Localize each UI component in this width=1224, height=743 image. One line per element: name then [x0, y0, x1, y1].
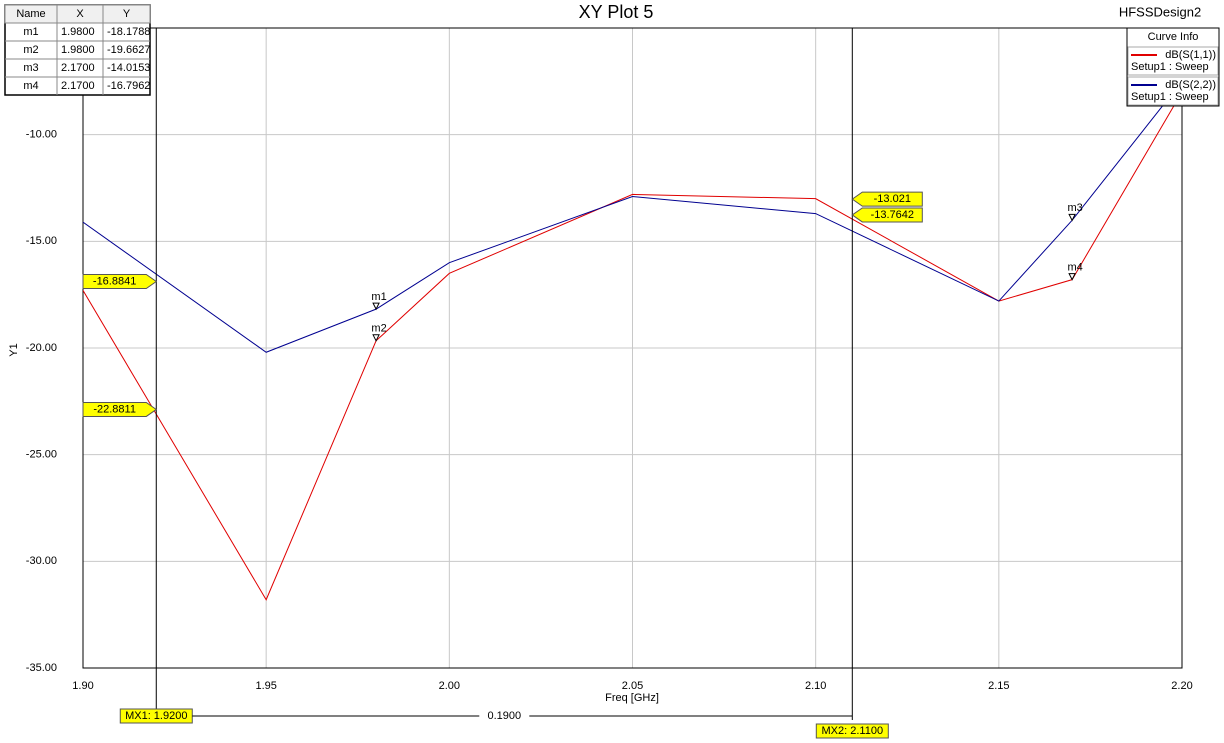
table-cell: m1 — [23, 26, 38, 38]
legend-label: dB(S(2,2)) — [1165, 79, 1216, 91]
table-cell: 1.9800 — [61, 26, 95, 38]
legend-entry — [1127, 76, 1219, 106]
chart-title: XY Plot 5 — [579, 2, 654, 22]
marker-label: m1 — [371, 291, 386, 303]
y-tick-label: -35.00 — [26, 662, 57, 674]
table-header: Y — [123, 8, 131, 20]
marker-triangle — [372, 302, 380, 311]
x-marker-label: MX1: 1.9200 — [125, 710, 187, 722]
x-tick-label: 2.20 — [1171, 680, 1192, 692]
y-value-tag — [851, 207, 923, 223]
y-value-tag — [851, 191, 923, 207]
x-tick-label: 2.05 — [622, 680, 643, 692]
series-line — [83, 81, 1182, 353]
y-value-label: -13.7642 — [871, 209, 914, 221]
delta-label: 0.1900 — [487, 710, 521, 722]
table-header: X — [76, 8, 84, 20]
series-line — [83, 91, 1182, 601]
marker-triangle — [372, 334, 380, 342]
x-tick-label: 2.00 — [439, 680, 460, 692]
y-value-label: -16.8841 — [93, 275, 136, 287]
y-tick-label: -25.00 — [26, 449, 57, 461]
y-value-label: -22.8811 — [93, 403, 136, 415]
marker-triangle — [1068, 213, 1076, 222]
x-tick-label: 2.15 — [988, 680, 1009, 692]
table-cell: 1.9800 — [61, 44, 95, 56]
table-header: Name — [16, 8, 45, 20]
y-tick-label: -10.00 — [26, 129, 57, 141]
x-tick-label: 2.10 — [805, 680, 826, 692]
table-cell: m2 — [23, 44, 38, 56]
table-cell: -19.6627 — [107, 44, 150, 56]
marker-triangle — [1068, 273, 1076, 281]
table-cell: m4 — [23, 80, 38, 92]
plot-frame — [82, 27, 1183, 669]
x-marker-tag — [815, 723, 889, 739]
legend-label: dB(S(1,1)) — [1165, 49, 1216, 61]
x-marker-label: MX2: 2.1100 — [822, 725, 884, 737]
marker-label: m4 — [1067, 262, 1082, 274]
design-name: HFSSDesign2 — [1119, 4, 1201, 19]
y-value-tag — [82, 401, 158, 417]
table-cell: -18.1788 — [107, 26, 150, 38]
x-tick-label: 1.90 — [72, 680, 93, 692]
legend-setup: Setup1 : Sweep — [1131, 91, 1209, 103]
y-tick-label: -20.00 — [26, 342, 57, 354]
delta-bg — [479, 709, 530, 723]
table-cell: 2.1700 — [61, 80, 95, 92]
legend-setup: Setup1 : Sweep — [1131, 61, 1209, 73]
x-tick-label: 1.95 — [255, 680, 276, 692]
legend-entry — [1127, 46, 1219, 76]
y-axis-label: Y1 — [8, 343, 20, 356]
y-value-tag — [82, 274, 158, 290]
marker-label: m2 — [371, 323, 386, 335]
table-cell: -16.7962 — [107, 80, 150, 92]
y-value-label: -13.021 — [874, 193, 911, 205]
table-cell: -14.0153 — [107, 62, 150, 74]
marker-label: m3 — [1067, 202, 1082, 214]
table-cell: 2.1700 — [61, 62, 95, 74]
table-cell: m3 — [23, 62, 38, 74]
y-tick-label: -15.00 — [26, 235, 57, 247]
y-tick-label: -30.00 — [26, 555, 57, 567]
legend-title: Curve Info — [1148, 31, 1199, 43]
x-axis-label: Freq [GHz] — [605, 692, 659, 704]
